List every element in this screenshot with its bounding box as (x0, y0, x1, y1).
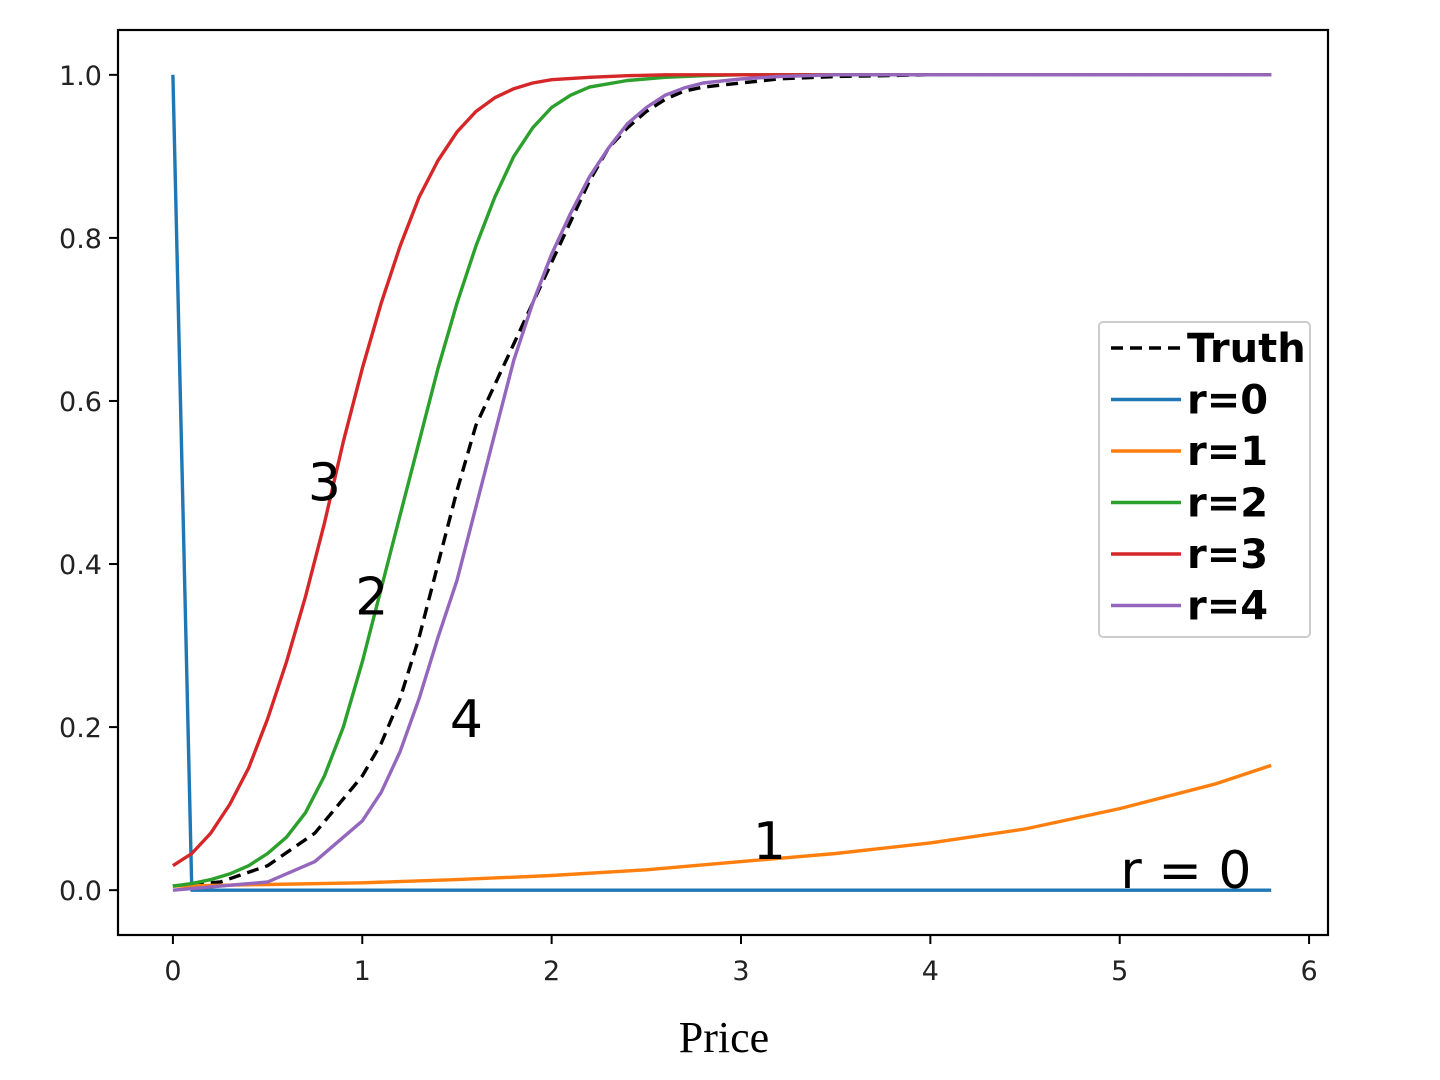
plot-area (171, 73, 1272, 892)
x-tick-label: 6 (1300, 956, 1317, 987)
x-tick-label: 3 (732, 956, 749, 987)
curve-annotation: 2 (355, 568, 388, 628)
y-tick-label: 0.2 (59, 713, 102, 744)
x-tick-label: 2 (543, 956, 560, 987)
axes: 0 1 2 3 4 5 60.00.20.40.60.81.0 (59, 28, 1330, 987)
curve-annotation: 3 (308, 454, 341, 514)
y-tick-label: 0.6 (59, 387, 102, 418)
legend-label: r=2 (1187, 481, 1268, 527)
legend-label: r=0 (1187, 378, 1268, 424)
y-tick-label: 0.4 (59, 550, 102, 581)
y-tick-label: 0.8 (59, 224, 102, 255)
legend-label: r=3 (1187, 532, 1268, 578)
curve-annotation: r = 0 (1120, 841, 1251, 901)
x-tick-label: 0 (164, 956, 181, 987)
series-line-r-0 (171, 74, 1272, 892)
y-tick-label: 1.0 (59, 61, 102, 92)
curve-annotation: 1 (753, 812, 786, 872)
series-line-r-3 (171, 73, 1272, 868)
legend-label: Truth (1187, 326, 1306, 372)
x-tick-label: 1 (354, 956, 371, 987)
annotations: 32 4 1 r = 0 (308, 454, 1252, 901)
x-tick-label: 5 (1111, 956, 1128, 987)
legend: Truth r=0 r=1 r=2 r=3 r=4 (1098, 321, 1311, 638)
y-tick-label: 0.0 (59, 876, 102, 907)
legend-label: r=1 (1187, 429, 1268, 475)
series-line-r-1 (172, 763, 1272, 888)
series-line-truth (172, 73, 1272, 888)
series-line-r-4 (172, 73, 1272, 892)
x-axis-title: Price (679, 1013, 769, 1062)
x-tick-label: 4 (922, 956, 939, 987)
curve-annotation: 4 (450, 690, 483, 750)
legend-label: r=4 (1187, 584, 1268, 630)
plot-frame (116, 28, 1330, 937)
